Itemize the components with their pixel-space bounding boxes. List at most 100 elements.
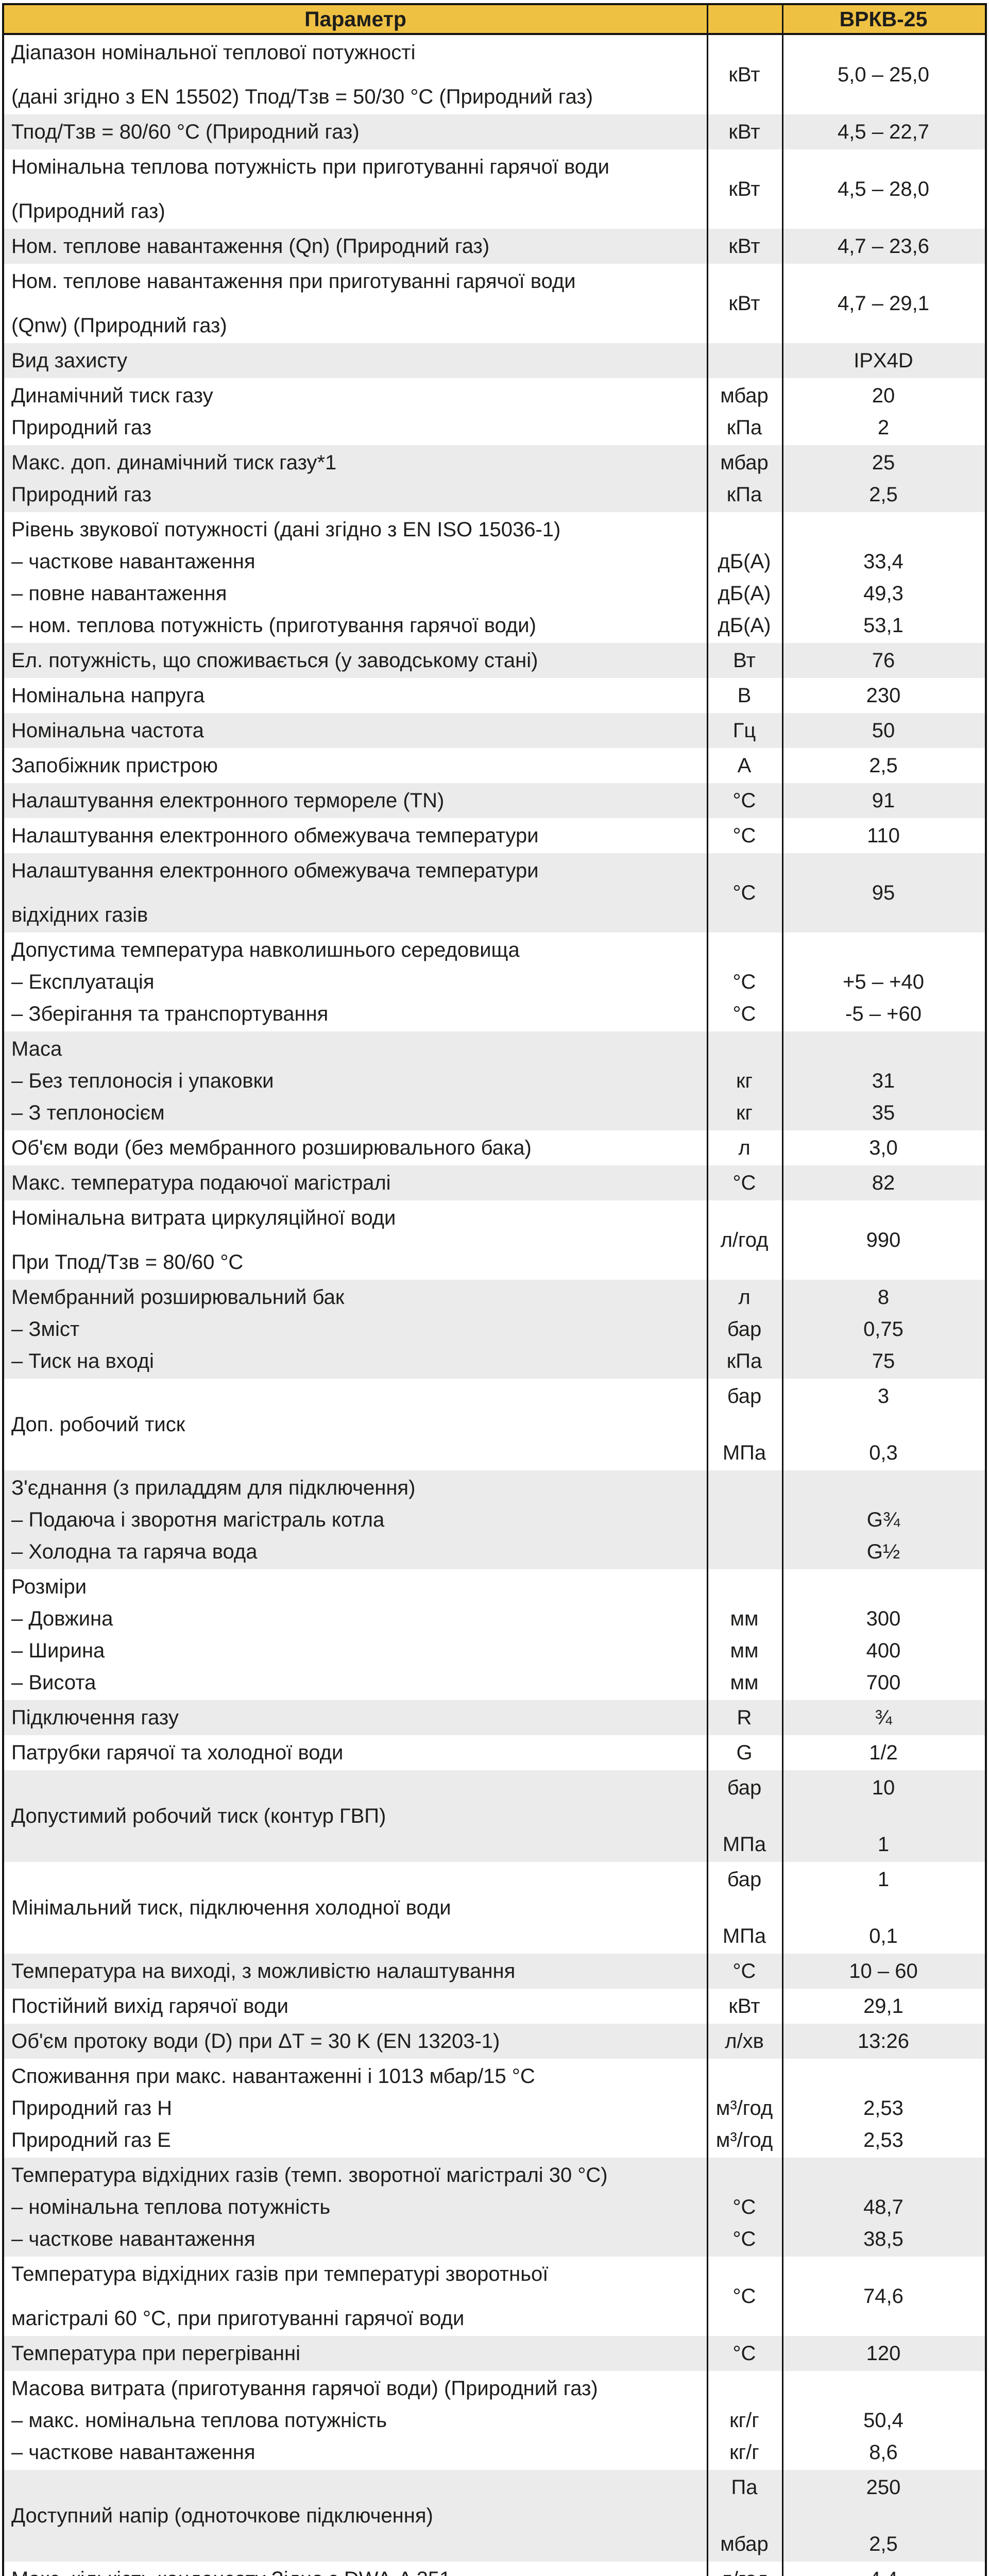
unit-cell: Гц	[707, 715, 782, 747]
param-cell-line: Номінальна частота	[11, 719, 204, 742]
param-cell-line: Макс. температура подаючої магістралі	[11, 1172, 391, 1194]
unit-cell	[707, 345, 782, 377]
unit-cell: кг	[736, 1069, 753, 1092]
unit-cell-line: Па	[731, 2476, 758, 2499]
table-row: Об'єм води (без мембранного розширювальн…	[4, 1130, 985, 1165]
unit-cell-line: °С	[732, 1960, 756, 1982]
unit-cell: Вт	[707, 645, 782, 676]
unit-cell: °С	[732, 1002, 756, 1025]
table-subrow: – Ширина мм 400	[4, 1635, 985, 1667]
unit-cell: °С	[707, 1167, 782, 1199]
value-cell-line: 91	[872, 789, 895, 812]
table-subrow: – Подаюча і зворотня магістраль котла G¾	[4, 1504, 985, 1536]
param-cell-line: Ел. потужність, що споживається (у завод…	[11, 649, 538, 672]
unit-cell-line: бар	[727, 1385, 762, 1408]
param-cell: Рівень звукової потужності (дані згідно …	[11, 518, 561, 541]
table-row: Патрубки гарячої та холодної води G 1/2	[4, 1735, 985, 1770]
table-subrow: – макс. номінальна теплова потужність кг/…	[4, 2404, 985, 2436]
unit-cell-line: кВт	[728, 292, 760, 315]
param-cell-line: відхідних газів	[11, 904, 148, 926]
spec-table: Параметр ВРКВ-25 Діапазон номінальної те…	[2, 3, 987, 2576]
param-cell-line: Доп. робочий тиск	[11, 1413, 185, 1436]
param-cell: – З теплоносієм	[11, 1101, 165, 1124]
unit-cell-line: кВт	[728, 178, 760, 200]
unit-cell: R	[707, 1702, 782, 1734]
value-cell: 20	[872, 384, 895, 407]
table-row: Мембранний розширювальний бак л 8 – Зміст ба…	[4, 1280, 985, 1379]
table-subrow: – Без теплоносія і упаковки кг 31	[4, 1065, 985, 1097]
param-cell: Запобіжник пристрою	[4, 750, 707, 782]
value-cell: 1/2	[782, 1737, 985, 1769]
unit-cell: °С	[707, 785, 782, 817]
param-cell: Температура відхідних газів (темп. зворо…	[11, 2164, 608, 2187]
value-cell: 250 2,5	[782, 2471, 985, 2560]
unit-cell: кВт	[707, 265, 782, 342]
unit-cell: бар	[727, 1317, 762, 1341]
value-cell: 4,4	[782, 2563, 985, 2576]
unit-cell: бар МПа	[707, 1863, 782, 1952]
table-subrow: – З теплоносієм кг 35	[4, 1097, 985, 1129]
unit-cell: кВт	[707, 151, 782, 227]
param-cell: Доступний напір (одноточкове підключення…	[4, 2471, 707, 2560]
param-cell: – Висота	[11, 1671, 96, 1694]
param-cell: Налаштування електронного термореле (TN)	[4, 785, 707, 817]
unit-cell-line: бар	[727, 1776, 762, 1799]
table-row: З'єднання (з приладдям для підключення) –…	[4, 1470, 985, 1569]
param-cell: Об'єм води (без мембранного розширювальн…	[4, 1132, 707, 1164]
table-row: Рівень звукової потужності (дані згідно …	[4, 512, 985, 643]
value-cell: G½	[866, 1540, 900, 1563]
param-cell: Макс. кількість конденсату Зідно з DWA-A…	[4, 2563, 707, 2576]
param-cell-line: Номінальна напруга	[11, 684, 205, 707]
param-cell: Природний газ E	[11, 2129, 171, 2151]
header-param: Параметр	[304, 7, 406, 31]
table-row: Допустимий робочий тиск (контур ГВП) бар М…	[4, 1770, 985, 1862]
value-cell: +5 – +40	[843, 970, 924, 993]
value-cell: 2	[877, 416, 890, 439]
value-cell-line: 4,7 – 23,6	[838, 235, 929, 258]
param-cell-line: Температура на виході, з можливістю нала…	[11, 1960, 516, 1982]
unit-cell-line: R	[737, 1706, 752, 1729]
value-cell-line: 2,5	[869, 2533, 898, 2555]
value-cell-line: 76	[872, 649, 895, 672]
table-subrow: – Довжина мм 300	[4, 1603, 985, 1635]
param-cell-line: Вид захисту	[11, 349, 128, 372]
value-cell: 990	[782, 1202, 985, 1278]
param-cell: – Ширина	[11, 1639, 105, 1662]
param-cell-line: (Природний газ)	[11, 200, 165, 223]
param-cell-line: Запобіжник пристрою	[11, 754, 218, 777]
param-cell: – номінальна теплова потужність	[11, 2196, 331, 2218]
value-cell: 1 0,1	[782, 1863, 985, 1952]
param-cell: Мінімальний тиск, підключення холодної в…	[4, 1863, 707, 1952]
table-row: Допустима температура навколишнього сере…	[4, 933, 985, 1031]
unit-cell: А	[707, 750, 782, 782]
table-subrow: Рівень звукової потужності (дані згідно …	[4, 514, 985, 546]
value-cell-line: 0,1	[869, 1925, 898, 1947]
value-cell: 25	[872, 451, 895, 474]
value-cell: 48,7	[863, 2195, 903, 2218]
unit-cell-line: °С	[732, 882, 756, 904]
param-cell-line: Об'єм протоку води (D) при ΔТ = 30 K (EN…	[11, 2030, 500, 2053]
unit-cell-line: G	[736, 1741, 753, 1764]
param-cell: Номінальна витрата циркуляційної води При…	[4, 1202, 707, 1278]
param-cell: – Тиск на вході	[11, 1350, 154, 1372]
param-cell: – Подаюча і зворотня магістраль котла	[11, 1509, 385, 1531]
unit-cell: л	[707, 1132, 782, 1164]
column-divider-unit-value	[782, 5, 783, 2576]
value-cell-line: 120	[866, 2342, 901, 2365]
param-cell: Номінальна частота	[4, 715, 707, 747]
table-row: Тпод/Тзв = 80/60 °С (Природний газ) кВт 4,…	[4, 114, 985, 149]
table-row: Доп. робочий тиск бар МПа 3 0,3	[4, 1379, 985, 1470]
table-subrow: Температура відхідних газів (темп. зворо…	[4, 2159, 985, 2191]
param-cell-line: магістралі 60 °С, при приготуванні гаряч…	[11, 2307, 465, 2330]
param-cell: – Холодна та гаряча вода	[11, 1540, 258, 1563]
unit-cell-line: МПа	[722, 1833, 766, 1856]
unit-cell: дБ(А)	[718, 550, 771, 573]
param-cell: Масова витрата (приготування гарячої вод…	[11, 2377, 598, 2400]
unit-cell-line: °С	[732, 2285, 756, 2308]
unit-cell-line: л/год	[720, 1229, 769, 1251]
value-cell: 33,4	[863, 550, 903, 573]
unit-cell: °С	[732, 970, 756, 993]
param-cell-line: Діапазон номінальної теплової потужності	[11, 41, 416, 64]
param-cell: Розміри	[11, 1575, 87, 1598]
table-row: Мінімальний тиск, підключення холодної в…	[4, 1862, 985, 1954]
